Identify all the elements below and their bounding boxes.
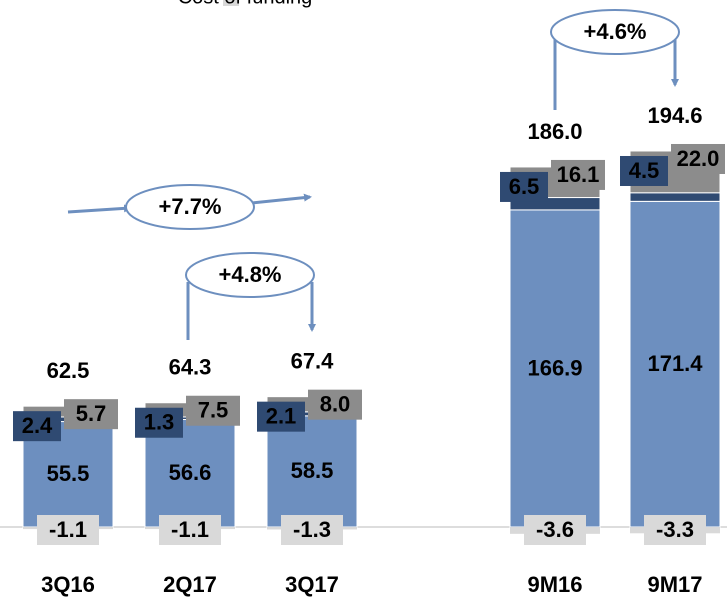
bar-segment [629, 192, 721, 202]
data-label: 171.4 [647, 351, 703, 376]
x-tick-label: 3Q16 [41, 572, 95, 597]
data-label: 166.9 [527, 355, 582, 380]
data-label: -1.1 [49, 517, 87, 542]
x-tick-label: 9M17 [647, 572, 702, 597]
growth-arrow [251, 193, 312, 205]
data-label: 1.3 [144, 410, 175, 435]
data-label-box [671, 143, 725, 174]
data-label-box [37, 515, 99, 545]
data-label-box [159, 515, 221, 545]
bar-segment [509, 209, 601, 528]
total-label: 67.4 [291, 348, 335, 373]
data-label-box [257, 401, 305, 432]
data-label: 2.4 [22, 413, 53, 438]
data-label-box [281, 515, 343, 545]
total-label: 186.0 [527, 119, 582, 144]
data-label: 5.7 [76, 401, 107, 426]
bar-segment [629, 200, 721, 528]
growth-bubble [185, 252, 315, 298]
data-label-box [13, 411, 61, 442]
data-label: 2.1 [266, 403, 297, 428]
data-label: 58.5 [291, 458, 334, 483]
x-tick-label: 3Q17 [285, 572, 339, 597]
growth-label: +7.7% [159, 194, 222, 219]
data-label: -1.1 [171, 517, 209, 542]
growth-label: +4.6% [584, 19, 647, 44]
total-label: 194.6 [647, 103, 702, 128]
data-label: 56.6 [169, 460, 212, 485]
data-label: 55.5 [47, 461, 90, 486]
total-label: 64.3 [169, 355, 212, 380]
growth-arrow [67, 204, 132, 214]
bar-segment [144, 418, 236, 528]
data-label-box [620, 155, 668, 186]
data-label: -1.3 [293, 517, 331, 542]
legend-swatch [223, 0, 239, 6]
total-label: 62.5 [47, 358, 90, 383]
growth-bubble [550, 9, 680, 55]
x-tick-label: 9M16 [527, 572, 582, 597]
growth-bubble [125, 184, 255, 230]
data-label-box [524, 515, 586, 545]
data-label: -3.3 [656, 517, 694, 542]
data-label-box [551, 159, 605, 190]
data-label: 6.5 [509, 174, 540, 199]
data-label-box [644, 515, 706, 545]
legend-label: Cost of funding [178, 0, 313, 8]
growth-label: +4.8% [219, 262, 282, 287]
data-label-box [64, 399, 118, 430]
data-label-box [308, 389, 362, 420]
data-label: 16.1 [557, 162, 600, 187]
data-label-box [186, 395, 240, 426]
bar-segment [266, 415, 358, 528]
data-label-box [500, 171, 548, 202]
data-label: 8.0 [320, 391, 351, 416]
x-tick-label: 2Q17 [163, 572, 217, 597]
data-label: 4.5 [629, 158, 660, 183]
data-label-box [135, 407, 183, 438]
data-label: -3.6 [536, 517, 574, 542]
data-label: 7.5 [198, 398, 229, 423]
data-label: 22.0 [677, 146, 720, 171]
